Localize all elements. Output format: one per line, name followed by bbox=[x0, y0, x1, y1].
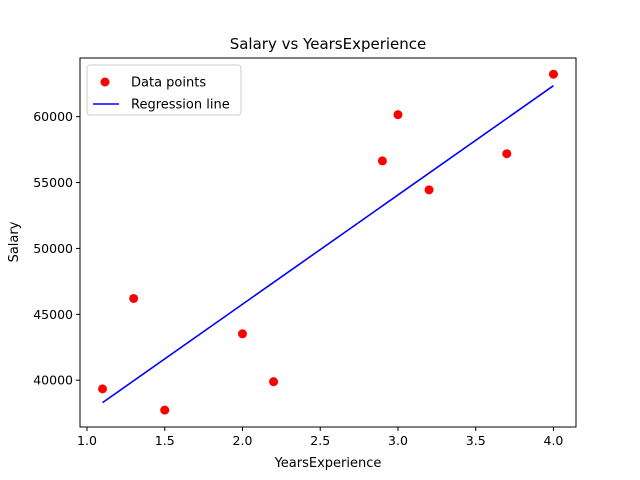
x-tick-label: 3.5 bbox=[466, 433, 486, 448]
x-tick-label: 3.0 bbox=[388, 433, 408, 448]
x-tick-label: 4.0 bbox=[544, 433, 564, 448]
chart-title: Salary vs YearsExperience bbox=[230, 35, 427, 53]
data-point bbox=[548, 69, 558, 79]
legend-marker-points bbox=[100, 77, 110, 87]
y-tick-label: 60000 bbox=[33, 109, 73, 124]
regression-line bbox=[102, 85, 554, 404]
x-tick-label: 2.0 bbox=[233, 433, 253, 448]
data-point bbox=[393, 110, 403, 120]
data-point bbox=[98, 384, 108, 394]
y-tick-label: 40000 bbox=[33, 373, 73, 388]
plot-area: 1.0 1.5 2.0 2.5 3.0 3.5 4.0 40000 45000 50000 5500… bbox=[33, 57, 577, 448]
data-point bbox=[129, 293, 139, 303]
data-point bbox=[377, 156, 387, 166]
legend: Data points Regression line bbox=[86, 64, 242, 116]
x-tick-label: 2.5 bbox=[310, 433, 330, 448]
data-point bbox=[424, 185, 434, 195]
y-tick-label: 45000 bbox=[33, 307, 73, 322]
x-axis-label: YearsExperience bbox=[274, 456, 382, 471]
data-point bbox=[237, 329, 247, 339]
x-tick-label: 1.0 bbox=[77, 433, 97, 448]
y-axis-label: Salary bbox=[7, 221, 22, 262]
legend-box bbox=[86, 64, 242, 116]
y-tick-label: 50000 bbox=[33, 241, 73, 256]
data-point bbox=[502, 149, 512, 159]
x-tick-label: 1.5 bbox=[155, 433, 175, 448]
data-point bbox=[160, 405, 170, 415]
data-point bbox=[269, 377, 279, 387]
legend-label: Data points bbox=[131, 76, 206, 91]
axes-frame bbox=[79, 57, 577, 428]
y-tick-label: 55000 bbox=[33, 175, 73, 190]
legend-label: Regression line bbox=[131, 98, 230, 113]
